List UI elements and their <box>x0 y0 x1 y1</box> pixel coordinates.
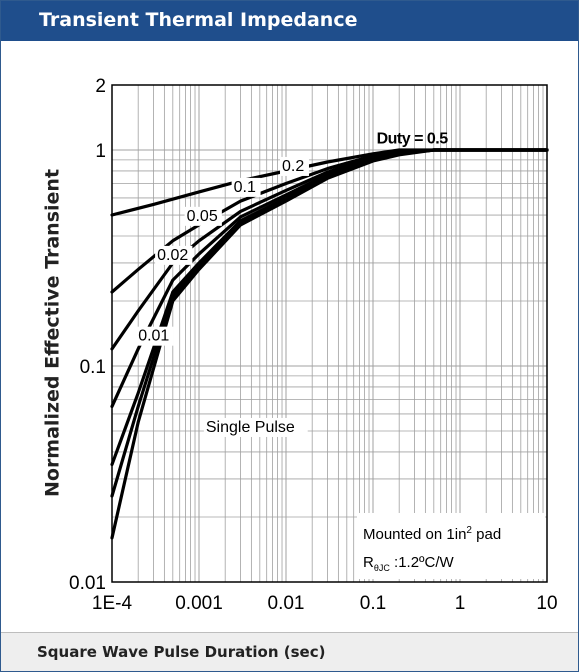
series-line-0-01 <box>110 148 549 498</box>
page-title: Transient Thermal Impedance <box>39 9 358 31</box>
curve-label-bg <box>184 206 222 226</box>
x-tick-label: 0.1 <box>360 593 386 614</box>
curve-label: Single Pulse <box>206 419 295 436</box>
x-tick-label: 1 <box>455 593 466 614</box>
x-tick-label: 0.01 <box>268 593 305 614</box>
x-tick-label: 10 <box>536 593 557 614</box>
title-bar: Transient Thermal Impedance <box>1 1 578 41</box>
annotation-line-2: RθJC :1.2ºC/W <box>363 554 455 573</box>
y-tick-label: 0.01 <box>69 573 106 594</box>
curve-label: Duty = 0.5 <box>377 131 449 148</box>
curve-label-bg <box>203 417 308 437</box>
curve-label-bg <box>231 177 261 197</box>
plot-frame <box>111 84 548 583</box>
x-axis-label: Square Wave Pulse Duration (sec) <box>37 643 326 661</box>
curve-label: 0.02 <box>157 247 188 264</box>
thermal-impedance-chart: 1E-4 0.001 0.01 0.1 1 10 0.01 0.1 1 2 Duty = 0.5 0… <box>42 76 558 614</box>
series-line-0-05 <box>110 148 549 408</box>
curve-labels: Duty = 0.5 0.2 0.1 0.05 0.02 0.01 Single Pulse <box>136 131 449 437</box>
x-tick-label: 0.001 <box>175 593 223 614</box>
tick-labels: 1E-4 0.001 0.01 0.1 1 10 0.01 0.1 1 2 <box>69 76 558 614</box>
curve-label: 0.2 <box>282 158 304 175</box>
footer-bar: Square Wave Pulse Duration (sec) <box>1 632 578 671</box>
curve-label-bg <box>136 326 174 346</box>
annotation-line-1: Mounted on 1in2 pad <box>363 525 501 543</box>
x-tick-label: 1E-4 <box>92 593 133 614</box>
curve-label: 0.1 <box>234 179 256 196</box>
y-tick-label: 2 <box>95 76 106 97</box>
curve-label-bg <box>155 245 193 265</box>
series-line-single-pulse <box>110 148 549 540</box>
curve-label-bg <box>280 156 309 176</box>
annotation-box: Mounted on 1in2 pad RθJC :1.2ºC/W <box>357 513 545 579</box>
y-tick-label: 1 <box>95 141 106 162</box>
curves <box>110 148 549 540</box>
y-axis-label: Normalized Effective Transient <box>42 169 64 497</box>
curve-label: 0.05 <box>187 208 218 225</box>
curve-label: 0.01 <box>138 328 169 345</box>
grid <box>111 85 547 582</box>
y-tick-label: 0.1 <box>80 357 106 378</box>
